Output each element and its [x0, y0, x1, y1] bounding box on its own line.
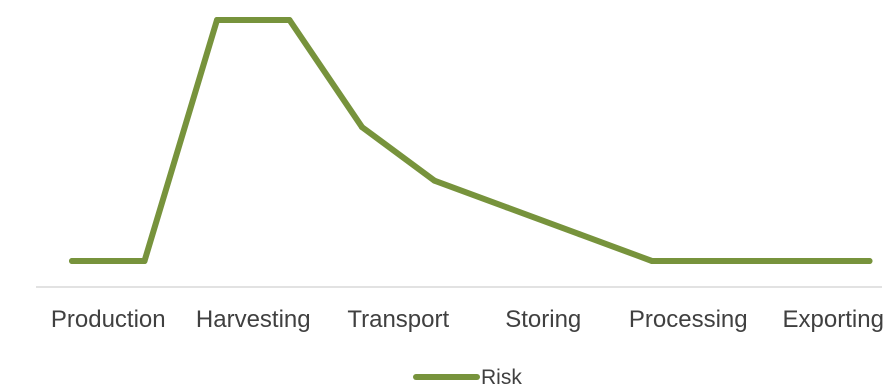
- data-point-0: [69, 258, 75, 264]
- x-tick-label-exporting: Exporting: [783, 306, 884, 333]
- data-point-5: [431, 177, 438, 184]
- legend: Risk: [413, 366, 522, 385]
- x-tick-label-harvesting: Harvesting: [196, 306, 311, 333]
- series-points: [69, 17, 873, 264]
- legend-label-risk: Risk: [481, 366, 522, 385]
- data-point-6: [504, 204, 510, 211]
- data-point-7: [576, 231, 583, 238]
- data-point-3: [286, 17, 293, 23]
- x-tick-label-storing: Storing: [505, 306, 581, 333]
- data-point-9: [721, 258, 728, 264]
- data-point-1: [141, 258, 148, 264]
- data-point-10: [794, 258, 800, 264]
- data-point-11: [866, 258, 873, 264]
- data-point-8: [649, 258, 655, 264]
- x-tick-label-processing: Processing: [629, 306, 748, 333]
- x-tick-labels: Production Harvesting Transport Storing Proc…: [51, 306, 884, 333]
- x-tick-label-production: Production: [51, 306, 166, 333]
- data-point-2: [214, 17, 220, 23]
- x-tick-label-transport: Transport: [347, 306, 449, 333]
- series-line-risk: [69, 17, 873, 264]
- data-point-4: [359, 124, 365, 131]
